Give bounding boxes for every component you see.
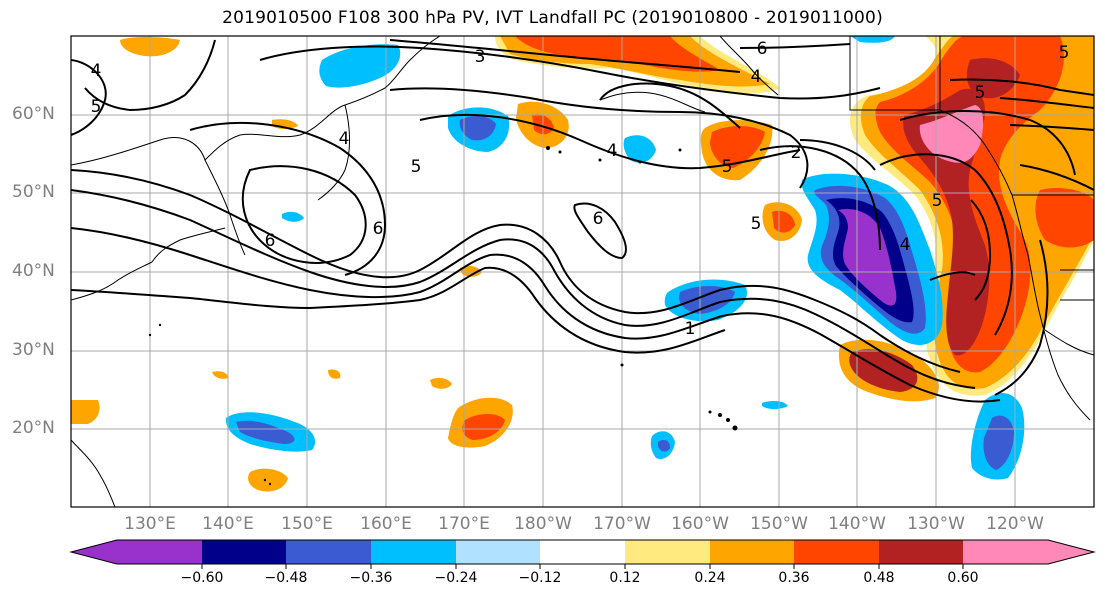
contour-label: 4 xyxy=(91,61,102,81)
contour-label: 4 xyxy=(607,141,618,161)
colorbar-min-extension xyxy=(71,540,117,564)
contour-label: 5 xyxy=(411,157,422,177)
lat-label: 60°N xyxy=(12,104,55,124)
lon-label: 140°E xyxy=(202,514,254,534)
lon-label: 170°W xyxy=(593,514,651,534)
contour-label: 1 xyxy=(685,319,696,339)
contour-label: 4 xyxy=(339,129,350,149)
colorbar-bin xyxy=(540,540,625,564)
contour-label: 5 xyxy=(1059,43,1070,63)
colorbar-tick-label: 0.36 xyxy=(778,570,810,586)
contour-label: 5 xyxy=(975,83,986,103)
contour-label: 6 xyxy=(757,39,768,59)
lat-label: 50°N xyxy=(12,182,55,202)
colorbar-bin xyxy=(794,540,879,564)
colorbar-tick-marks xyxy=(201,564,964,569)
islands xyxy=(148,146,738,486)
contour-labels: 3 6 4 5 4 5 4 5 6 6 5 2 5 4 5 1 4 6 5 xyxy=(91,39,1070,339)
contour-label: 6 xyxy=(593,209,604,229)
lon-label: 140°W xyxy=(828,514,886,534)
lon-label: 160°W xyxy=(671,514,729,534)
contour-label: 4 xyxy=(751,67,762,87)
colorbar-bin xyxy=(202,540,286,564)
lon-label: 160°E xyxy=(360,514,412,534)
colorbar-bin xyxy=(456,540,540,564)
map-frame xyxy=(70,35,1095,508)
contour-label: 5 xyxy=(722,157,733,177)
contour-label: 4 xyxy=(900,235,911,255)
gridlines xyxy=(71,36,1094,507)
lon-label: 130°E xyxy=(124,514,176,534)
colorbar-tick-label: 0.24 xyxy=(694,570,726,586)
contour-label: 5 xyxy=(91,97,102,117)
colorbar-bin xyxy=(371,540,456,564)
colorbar-bin xyxy=(710,540,794,564)
contour-label: 6 xyxy=(373,219,384,239)
lon-label: 150°E xyxy=(281,514,333,534)
negative-anomaly-fills xyxy=(225,36,1025,480)
colorbar xyxy=(69,539,1096,569)
colorbar-bin xyxy=(879,540,963,564)
colorbar-tick-label: −0.24 xyxy=(434,570,478,586)
contour-label: 2 xyxy=(791,143,802,163)
contour-label: 5 xyxy=(932,191,943,211)
colorbar-tick-label: 0.48 xyxy=(863,570,895,586)
colorbar-outline xyxy=(69,539,1096,565)
colorbar-bin xyxy=(963,540,1048,564)
lat-label: 40°N xyxy=(12,261,55,281)
lon-label: 130°W xyxy=(907,514,965,534)
contour-label: 3 xyxy=(475,47,486,67)
coastlines xyxy=(71,36,1094,507)
pv-contours xyxy=(71,39,1094,403)
colorbar-tick-label: −0.12 xyxy=(518,570,562,586)
colorbar-tick-label: −0.60 xyxy=(180,570,224,586)
lon-label: 150°W xyxy=(750,514,808,534)
colorbar-tick-label: 0.12 xyxy=(609,570,641,586)
colorbar-tick-label: 0.60 xyxy=(947,570,979,586)
lat-label: 20°N xyxy=(12,418,55,438)
colorbar-tick-label: −0.36 xyxy=(349,570,393,586)
colorbar-tick-label: −0.48 xyxy=(264,570,308,586)
lon-label: 180°W xyxy=(514,514,572,534)
lon-label: 170°E xyxy=(438,514,490,534)
lon-label: 120°W xyxy=(986,514,1044,534)
contour-label: 6 xyxy=(265,231,276,251)
colorbar-bin xyxy=(625,540,710,564)
colorbar-max-extension xyxy=(1048,540,1094,564)
contour-label: 5 xyxy=(751,214,762,234)
map-title: 2019010500 F108 300 hPa PV, IVT Landfall… xyxy=(222,8,883,28)
colorbar-bin xyxy=(117,540,202,564)
lat-label: 30°N xyxy=(12,340,55,360)
colorbar-bin xyxy=(286,540,371,564)
